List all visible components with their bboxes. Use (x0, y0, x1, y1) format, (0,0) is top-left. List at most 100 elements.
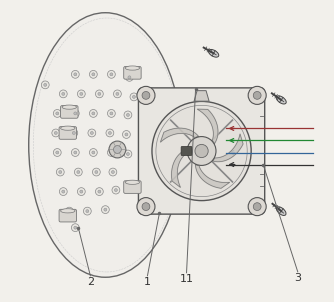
Circle shape (44, 83, 47, 86)
Circle shape (52, 129, 60, 137)
Circle shape (88, 129, 96, 137)
Ellipse shape (60, 126, 75, 130)
Circle shape (90, 131, 93, 134)
Circle shape (104, 208, 107, 211)
Circle shape (92, 73, 95, 76)
Circle shape (59, 188, 67, 195)
Circle shape (71, 224, 79, 232)
Circle shape (142, 92, 150, 99)
Circle shape (72, 131, 75, 134)
Circle shape (111, 171, 114, 174)
Circle shape (56, 112, 59, 115)
Circle shape (41, 81, 49, 89)
FancyBboxPatch shape (59, 209, 76, 222)
Text: 2: 2 (87, 277, 94, 287)
Circle shape (98, 190, 101, 193)
Circle shape (112, 186, 120, 194)
Circle shape (90, 70, 97, 78)
Circle shape (86, 210, 89, 213)
Circle shape (59, 90, 67, 98)
Circle shape (98, 92, 101, 95)
Polygon shape (197, 109, 218, 143)
Circle shape (108, 70, 115, 78)
Circle shape (53, 149, 61, 156)
Circle shape (114, 188, 117, 191)
Circle shape (130, 93, 138, 101)
FancyBboxPatch shape (124, 66, 141, 79)
Circle shape (71, 149, 79, 156)
Polygon shape (194, 91, 209, 101)
Circle shape (77, 90, 85, 98)
Polygon shape (172, 149, 187, 188)
Polygon shape (195, 165, 230, 188)
Circle shape (114, 90, 121, 98)
Circle shape (126, 153, 129, 156)
Circle shape (80, 92, 83, 95)
Ellipse shape (60, 209, 75, 213)
Circle shape (77, 171, 80, 174)
Circle shape (71, 110, 79, 117)
Ellipse shape (277, 207, 286, 215)
Circle shape (253, 92, 261, 99)
Circle shape (124, 111, 132, 119)
Circle shape (152, 101, 251, 201)
Circle shape (68, 210, 71, 213)
Ellipse shape (276, 96, 286, 104)
Circle shape (70, 129, 78, 137)
Circle shape (90, 110, 97, 117)
Circle shape (110, 151, 113, 154)
Circle shape (126, 73, 133, 81)
FancyBboxPatch shape (60, 106, 78, 118)
Circle shape (195, 144, 208, 158)
Ellipse shape (125, 180, 140, 184)
Circle shape (77, 188, 85, 195)
Circle shape (124, 150, 132, 158)
Circle shape (59, 171, 62, 174)
Circle shape (92, 151, 95, 154)
FancyBboxPatch shape (138, 88, 265, 214)
Ellipse shape (125, 66, 140, 70)
Circle shape (74, 73, 77, 76)
Circle shape (56, 151, 59, 154)
Circle shape (109, 141, 126, 158)
Circle shape (53, 110, 61, 117)
Circle shape (56, 168, 64, 176)
Text: 11: 11 (180, 274, 193, 284)
Circle shape (132, 95, 135, 98)
FancyBboxPatch shape (124, 181, 141, 193)
Circle shape (142, 203, 150, 210)
Circle shape (96, 90, 103, 98)
Circle shape (126, 114, 129, 117)
Circle shape (125, 133, 128, 136)
Circle shape (96, 188, 103, 195)
Circle shape (54, 131, 57, 134)
FancyBboxPatch shape (59, 127, 76, 139)
Circle shape (137, 86, 155, 104)
Circle shape (74, 226, 77, 229)
Circle shape (248, 198, 266, 216)
Circle shape (128, 76, 131, 79)
Circle shape (84, 207, 91, 215)
Circle shape (109, 168, 117, 176)
Circle shape (110, 73, 113, 76)
Circle shape (102, 206, 109, 214)
Circle shape (80, 190, 83, 193)
Circle shape (108, 131, 111, 134)
FancyBboxPatch shape (181, 146, 192, 156)
Circle shape (110, 112, 113, 115)
Circle shape (187, 137, 216, 165)
Text: 3: 3 (294, 273, 301, 283)
Circle shape (62, 190, 65, 193)
Circle shape (116, 92, 119, 95)
Circle shape (95, 171, 98, 174)
Circle shape (74, 151, 77, 154)
Polygon shape (160, 128, 198, 142)
Circle shape (106, 129, 114, 137)
Ellipse shape (29, 13, 182, 277)
Ellipse shape (208, 50, 219, 57)
Circle shape (108, 110, 115, 117)
Circle shape (92, 112, 95, 115)
Circle shape (74, 112, 77, 115)
Polygon shape (213, 134, 243, 162)
Circle shape (65, 207, 73, 215)
